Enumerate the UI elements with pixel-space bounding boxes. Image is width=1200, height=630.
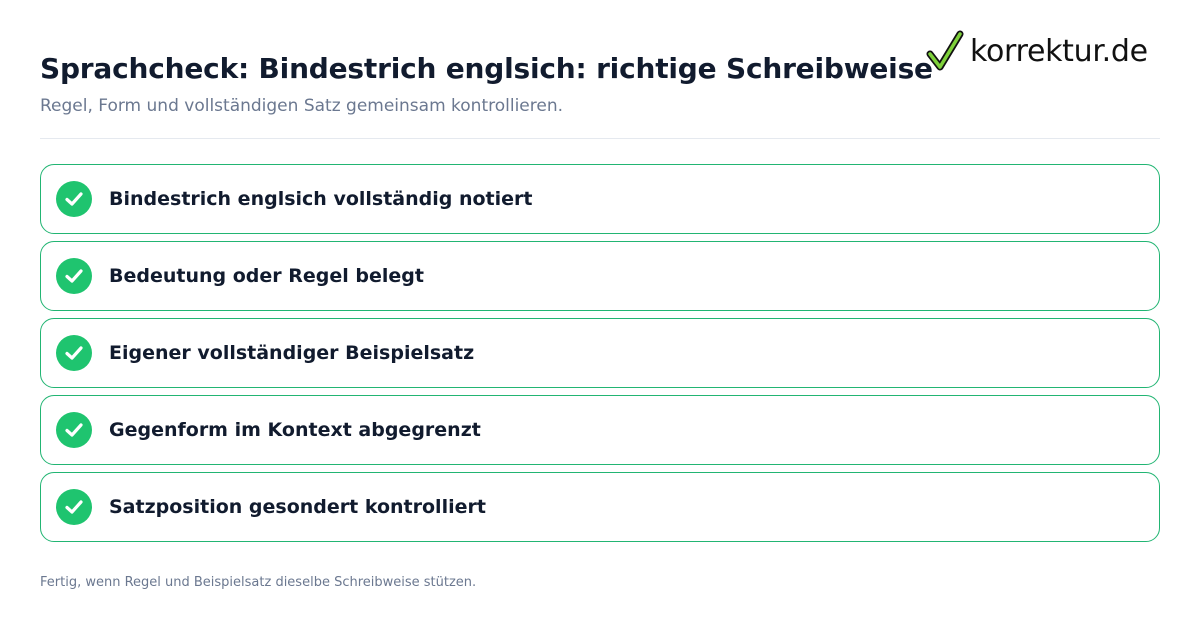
brand-logo[interactable]: korrektur.de <box>926 30 1148 72</box>
header-divider <box>40 138 1160 139</box>
page-subtitle: Regel, Form und vollständigen Satz gemei… <box>40 96 564 116</box>
check-circle-icon <box>56 489 92 525</box>
checklist-item-label: Bedeutung oder Regel belegt <box>109 265 424 287</box>
checklist-item: Gegenform im Kontext abgegrenzt <box>40 395 1160 465</box>
checklist-item: Satzposition gesondert kontrolliert <box>40 472 1160 542</box>
checklist-item: Bedeutung oder Regel belegt <box>40 241 1160 311</box>
check-circle-icon <box>56 258 92 294</box>
check-circle-icon <box>56 335 92 371</box>
checklist-item-label: Gegenform im Kontext abgegrenzt <box>109 419 481 441</box>
page-title: Sprachcheck: Bindestrich englsich: richt… <box>40 52 933 85</box>
footer-note: Fertig, wenn Regel und Beispielsatz dies… <box>40 575 477 590</box>
checklist-item: Bindestrich englsich vollständig notiert <box>40 164 1160 234</box>
checklist-item-label: Bindestrich englsich vollständig notiert <box>109 188 533 210</box>
check-circle-icon <box>56 181 92 217</box>
checkmark-icon <box>926 30 964 71</box>
checklist: Bindestrich englsich vollständig notiert… <box>40 164 1160 549</box>
check-circle-icon <box>56 412 92 448</box>
logo-text: korrektur.de <box>970 33 1148 69</box>
checklist-item: Eigener vollständiger Beispielsatz <box>40 318 1160 388</box>
checklist-item-label: Eigener vollständiger Beispielsatz <box>109 342 475 364</box>
checklist-item-label: Satzposition gesondert kontrolliert <box>109 496 486 518</box>
